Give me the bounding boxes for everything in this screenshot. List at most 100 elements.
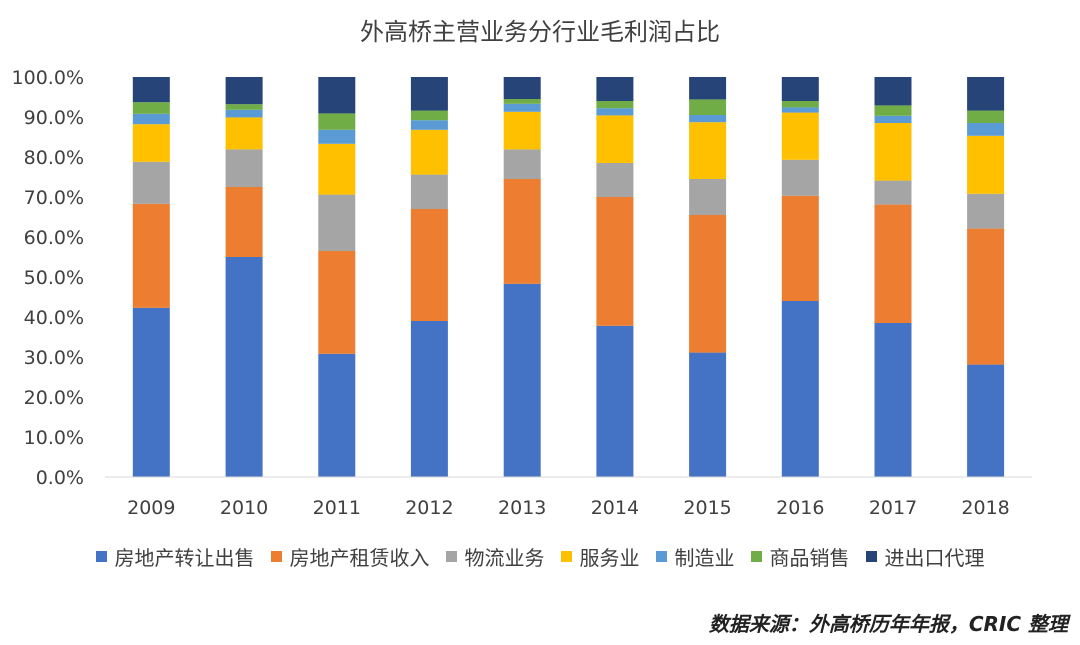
bar-segment-2013-series-1 [503,283,541,477]
x-tick-label: 2018 [961,497,1009,519]
legend-swatch [445,551,457,562]
bar-segment-2016-series-3 [781,159,819,196]
legend-label: 房地产转让出售 [114,546,255,570]
x-tick-label: 2016 [776,497,824,519]
bar-segment-2013-series-6 [503,99,541,104]
bar-segment-2016-series-5 [781,107,819,113]
bar-segment-2017-series-1 [874,323,912,477]
stacked-bar-chart: 0.0% 10.0% 20.0% 30.0% 40.0% 50.0% 60.0% 70.0% 8… [12,67,1032,519]
bar-segment-2018-series-4 [967,135,1005,194]
bar-segment-2009-series-6 [132,102,170,114]
bar-segment-2018-series-5 [967,123,1005,136]
legend-item: 物流业务 [445,542,545,571]
bar-segment-2012-series-1 [410,321,448,477]
y-tick-label: 80.0% [24,147,84,169]
bar-segment-2012-series-6 [410,110,448,121]
y-tick-label: 30.0% [24,347,84,369]
bar-segment-2013-series-4 [503,111,541,150]
y-tick-label: 40.0% [24,307,84,329]
bar-segment-2015-series-5 [689,115,727,123]
bar-segment-2016-series-2 [781,195,819,301]
legend-label: 商品销售 [769,546,850,570]
bar-segment-2009-series-7 [132,77,170,103]
bar-segment-2018-series-1 [967,364,1005,477]
bar-segment-2011-series-3 [318,194,356,251]
bar-segment-2010-series-2 [225,187,263,257]
bar-segment-2017-series-3 [874,180,912,205]
legend-swatch [655,551,667,562]
legend-item: 进出口代理 [865,542,985,571]
bar-segment-2017-series-7 [874,77,912,106]
legend-item: 房地产转让出售 [95,542,255,571]
y-tick-label: 0.0% [36,467,84,489]
legend-swatch [270,551,282,562]
source-note: 数据来源：外高桥历年年报，CRIC 整理 [708,612,1068,636]
bar-segment-2016-series-1 [781,301,819,477]
y-axis: 0.0% 10.0% 20.0% 30.0% 40.0% 50.0% 60.0% 70.0% 8… [12,67,84,489]
y-tick-label: 20.0% [24,387,84,409]
bar-segment-2009-series-2 [132,203,170,308]
bar-segment-2011-series-5 [318,129,356,144]
bar-segment-2009-series-4 [132,124,170,162]
legend-swatch [560,551,572,562]
chart-title: 外高桥主营业务分行业毛利润占比 [360,18,720,46]
bar-segment-2018-series-6 [967,110,1005,123]
bar-segment-2011-series-6 [318,113,356,130]
x-tick-label: 2014 [591,497,639,519]
bar-segment-2012-series-4 [410,129,448,175]
bar-segment-2016-series-7 [781,77,819,101]
bar-segment-2015-series-7 [689,77,727,100]
bar-segment-2016-series-4 [781,112,819,160]
bar-segment-2011-series-2 [318,251,356,354]
legend-swatch [95,551,107,562]
bar-segment-2014-series-3 [596,163,634,197]
bar-segment-2012-series-5 [410,120,448,130]
bar-segment-2010-series-5 [225,109,263,118]
bar-segment-2012-series-3 [410,174,448,209]
bar-segment-2011-series-1 [318,353,356,477]
bar-segment-2016-series-6 [781,101,819,108]
bar-segment-2015-series-4 [689,122,727,179]
x-tick-label: 2012 [405,497,453,519]
bar-segment-2010-series-7 [225,77,263,105]
y-tick-label: 90.0% [24,107,84,129]
legend-item: 商品销售 [750,542,850,571]
x-axis: 2009 2010 2011 2012 2013 2014 2015 2016 2017 2018 [127,497,1010,519]
bar-segment-2017-series-2 [874,204,912,323]
bar-segment-2013-series-5 [503,103,541,112]
bar-segment-2018-series-2 [967,228,1005,365]
x-tick-label: 2010 [220,497,268,519]
bar-segment-2013-series-2 [503,179,541,284]
bar-segment-2010-series-6 [225,104,263,110]
bar-segment-2009-series-5 [132,113,170,125]
bar-segment-2018-series-7 [967,77,1005,111]
bar-segment-2013-series-7 [503,77,541,99]
legend-label: 制造业 [674,546,735,570]
legend-item: 房地产租赁收入 [270,542,430,571]
bar-segment-2013-series-3 [503,149,541,179]
bar-segment-2017-series-6 [874,105,912,116]
bar-segment-2009-series-1 [132,307,170,477]
bar-segment-2014-series-7 [596,77,634,101]
legend-label: 物流业务 [464,546,545,570]
bar-segment-2014-series-2 [596,197,634,326]
y-tick-label: 50.0% [24,267,84,289]
bar-segment-2011-series-4 [318,143,356,195]
x-tick-label: 2015 [683,497,731,519]
legend-swatch [865,551,877,562]
bar-segment-2017-series-4 [874,123,912,181]
y-tick-label: 70.0% [24,187,84,209]
bar-segment-2014-series-1 [596,325,634,477]
x-tick-label: 2011 [313,497,361,519]
bar-segment-2015-series-3 [689,179,727,215]
legend-item: 制造业 [655,542,735,571]
x-tick-label: 2009 [127,497,175,519]
legend-swatch [750,551,762,562]
bar-segment-2012-series-2 [410,209,448,321]
bar-segment-2015-series-6 [689,99,727,115]
legend: 房地产转让出售 房地产租赁收入 物流业务 服务业 制造业 商品销售 进出口代理 [0,542,1080,571]
bar-segment-2017-series-5 [874,115,912,123]
legend-label: 房地产租赁收入 [289,546,430,570]
legend-label: 进出口代理 [884,546,985,570]
legend-label: 服务业 [579,546,640,570]
